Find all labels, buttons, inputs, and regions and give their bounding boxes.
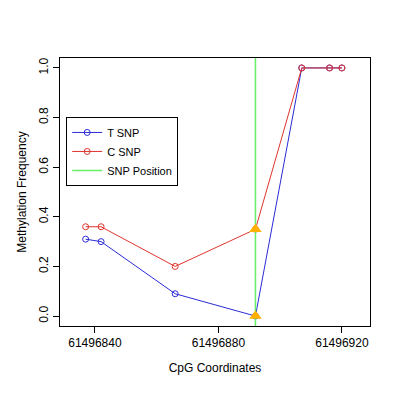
- svg-text:CpG Coordinates: CpG Coordinates: [169, 361, 262, 375]
- svg-text:1.0: 1.0: [37, 57, 51, 74]
- svg-text:SNP Position: SNP Position: [107, 165, 172, 177]
- svg-text:61496880: 61496880: [192, 336, 246, 350]
- svg-text:0.8: 0.8: [37, 107, 51, 124]
- svg-text:61496840: 61496840: [68, 336, 122, 350]
- svg-text:Methylation Frequency: Methylation Frequency: [15, 131, 29, 252]
- svg-text:0.4: 0.4: [37, 206, 51, 223]
- svg-text:T SNP: T SNP: [107, 127, 139, 139]
- svg-text:0.2: 0.2: [37, 256, 51, 273]
- svg-text:0.6: 0.6: [37, 157, 51, 174]
- svg-text:61496920: 61496920: [315, 336, 369, 350]
- svg-text:0.0: 0.0: [37, 306, 51, 323]
- svg-text:C SNP: C SNP: [107, 146, 141, 158]
